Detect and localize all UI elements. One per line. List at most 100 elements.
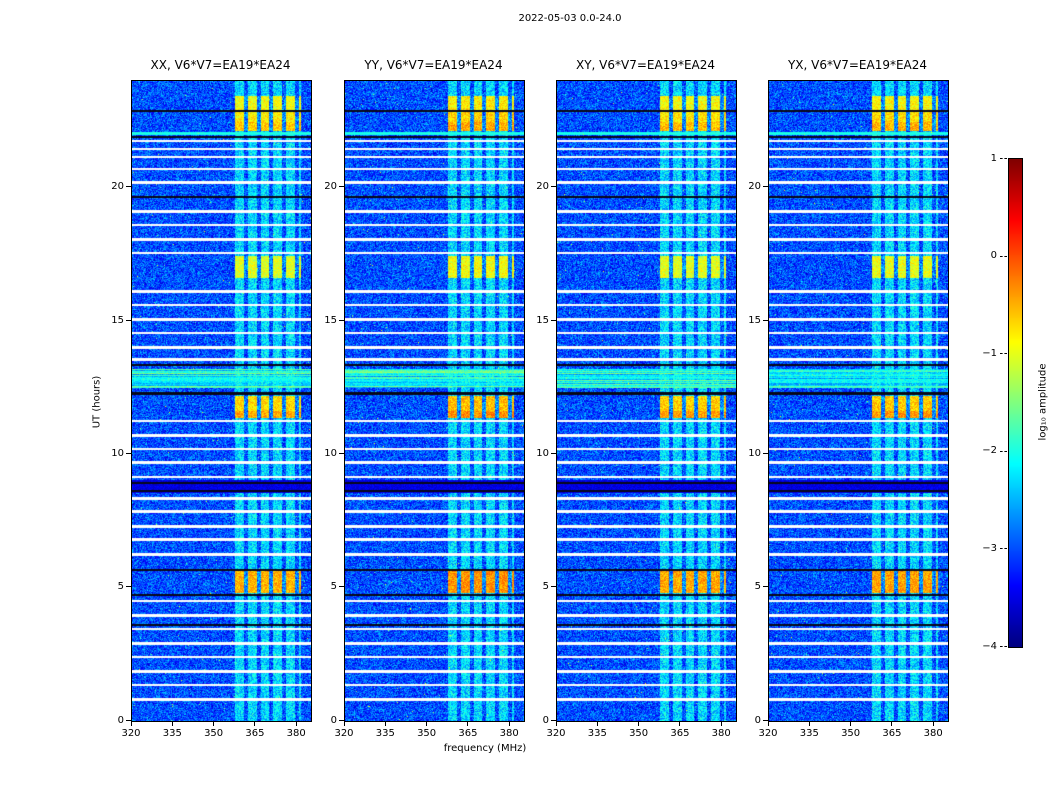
y-tickmark	[551, 719, 556, 721]
y-tick-label: 15	[111, 314, 124, 326]
panel-title-XY: XY, V6*V7=EA19*EA24	[575, 58, 716, 72]
x-tick-label: 350	[204, 728, 224, 739]
colorbar-tickmark	[1000, 353, 1007, 355]
x-tickmark	[891, 722, 893, 726]
y-tickmark	[551, 319, 556, 321]
colorbar-tickmark	[1000, 255, 1007, 257]
y-tickmark	[126, 452, 131, 454]
panel-title-XX: XX, V6*V7=EA19*EA24	[150, 58, 291, 72]
x-tick-label: 335	[799, 728, 819, 739]
x-tickmark	[295, 722, 297, 726]
panel-title-YX: YX, V6*V7=EA19*EA24	[787, 58, 928, 72]
y-tick-label: 0	[117, 714, 124, 726]
y-tickmark	[339, 186, 344, 188]
x-tick-label: 365	[882, 728, 902, 739]
x-tick-label: 365	[245, 728, 265, 739]
y-tickmark	[126, 586, 131, 588]
y-tick-label: 20	[536, 181, 549, 193]
x-tick-label: 335	[162, 728, 182, 739]
y-tickmark	[763, 586, 768, 588]
x-tick-label: 350	[841, 728, 861, 739]
colorbar-tickmark	[1000, 158, 1007, 159]
y-tick-label: 0	[330, 714, 337, 726]
panel-title-YY: YY, V6*V7=EA19*EA24	[364, 58, 503, 72]
y-tick-label: 0	[542, 714, 549, 726]
x-tick-label: 365	[670, 728, 690, 739]
x-tickmark	[130, 722, 132, 726]
y-tick-label: 15	[748, 314, 761, 326]
y-tickmark	[551, 586, 556, 588]
y-axis-label: UT (hours)	[91, 375, 103, 429]
x-tick-label: 380	[923, 728, 943, 739]
y-tickmark	[551, 186, 556, 188]
x-tick-label: 320	[121, 728, 141, 739]
x-tickmark	[254, 722, 256, 726]
x-tick-label: 320	[546, 728, 566, 739]
x-tick-label: 350	[629, 728, 649, 739]
x-tickmark	[767, 722, 769, 726]
y-tick-label: 15	[324, 314, 337, 326]
y-tickmark	[763, 719, 768, 721]
y-tick-label: 0	[754, 714, 761, 726]
x-tickmark	[850, 722, 852, 726]
y-tick-label: 20	[324, 181, 337, 193]
colorbar-tick-label: 1	[990, 152, 997, 164]
x-axis-label: frequency (MHz)	[443, 743, 527, 754]
x-tickmark	[555, 722, 557, 726]
colorbar-tick-label: −3	[982, 542, 997, 554]
figure-title: 2022-05-03 0.0-24.0	[518, 13, 622, 24]
spectrogram-XY	[556, 80, 737, 722]
y-tick-label: 10	[324, 447, 337, 459]
y-tick-label: 20	[748, 181, 761, 193]
colorbar-tickmark	[1000, 646, 1007, 647]
spectrogram-XX	[131, 80, 312, 722]
y-tick-label: 20	[111, 181, 124, 193]
colorbar-label: log₁₀ amplitude	[1037, 363, 1049, 441]
x-tickmark	[426, 722, 428, 726]
colorbar-tick-label: −1	[982, 347, 997, 359]
spectrogram-YY	[344, 80, 525, 722]
x-tick-label: 320	[334, 728, 354, 739]
x-tickmark	[384, 722, 386, 726]
colorbar-gradient	[1008, 158, 1023, 648]
x-tick-label: 320	[758, 728, 778, 739]
y-tick-label: 10	[111, 447, 124, 459]
x-tickmark	[638, 722, 640, 726]
x-tickmark	[679, 722, 681, 726]
x-tickmark	[171, 722, 173, 726]
x-tickmark	[213, 722, 215, 726]
x-tickmark	[467, 722, 469, 726]
x-tickmark	[932, 722, 934, 726]
y-tickmark	[126, 719, 131, 721]
y-tick-label: 5	[117, 581, 124, 593]
x-tickmark	[720, 722, 722, 726]
y-tickmark	[763, 452, 768, 454]
colorbar-tick-label: −4	[982, 640, 997, 652]
y-tick-label: 5	[754, 581, 761, 593]
x-tick-label: 380	[499, 728, 519, 739]
x-tick-label: 350	[417, 728, 437, 739]
y-tickmark	[551, 452, 556, 454]
y-tickmark	[763, 319, 768, 321]
x-tick-label: 335	[375, 728, 395, 739]
y-tick-label: 5	[542, 581, 549, 593]
y-tickmark	[339, 452, 344, 454]
x-tickmark	[808, 722, 810, 726]
colorbar-tick-label: −2	[982, 445, 997, 457]
y-tick-label: 10	[536, 447, 549, 459]
y-tick-label: 15	[536, 314, 549, 326]
y-tick-label: 5	[330, 581, 337, 593]
x-tickmark	[596, 722, 598, 726]
x-tickmark	[343, 722, 345, 726]
x-tick-label: 365	[458, 728, 478, 739]
colorbar-tickmark	[1000, 450, 1007, 452]
colorbar-tick-label: 0	[990, 250, 997, 262]
y-tickmark	[126, 319, 131, 321]
spectrogram-YX	[768, 80, 949, 722]
x-tick-label: 380	[286, 728, 306, 739]
y-tickmark	[763, 186, 768, 188]
y-tickmark	[339, 319, 344, 321]
x-tick-label: 380	[711, 728, 731, 739]
y-tickmark	[339, 586, 344, 588]
